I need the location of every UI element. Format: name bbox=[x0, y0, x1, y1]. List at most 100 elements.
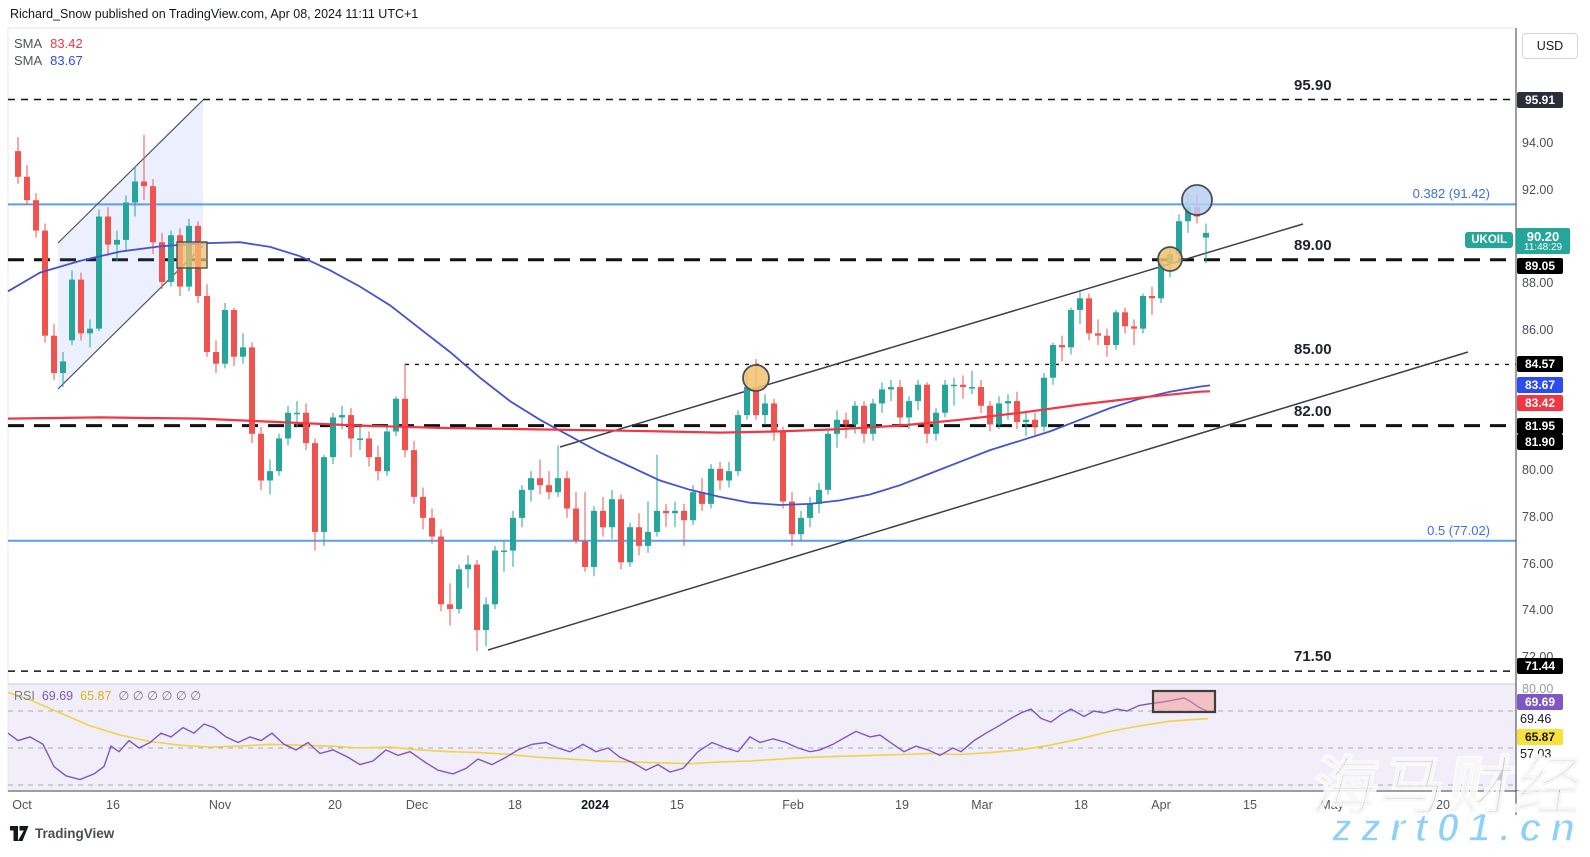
currency-toggle-button[interactable]: USD bbox=[1522, 33, 1578, 59]
candle-body bbox=[546, 485, 552, 493]
candle-body bbox=[321, 457, 327, 532]
candle-body bbox=[1059, 345, 1065, 348]
price-tick-92.00: 92.00 bbox=[1522, 182, 1554, 197]
candle-body bbox=[1149, 295, 1155, 299]
candle-body bbox=[447, 604, 453, 609]
candle-body bbox=[672, 510, 678, 514]
price-badge-81.90: 81.90 bbox=[1517, 434, 1563, 450]
price-tick-88.00: 88.00 bbox=[1522, 276, 1554, 291]
symbol-chip: UKOIL bbox=[1465, 232, 1513, 248]
candle-body bbox=[1113, 312, 1119, 346]
candle-body bbox=[15, 151, 21, 177]
candle-body bbox=[618, 499, 624, 563]
tradingview-logo[interactable]: TradingView bbox=[10, 826, 114, 841]
level-label-89.00: 89.00 bbox=[1294, 236, 1332, 254]
rsi-axis-tick: 80.00 bbox=[1522, 682, 1554, 696]
candle-body bbox=[978, 387, 984, 406]
time-tick-15: 15 bbox=[670, 798, 684, 812]
candle-body bbox=[159, 242, 165, 282]
candle-body bbox=[96, 216, 102, 329]
candle-body bbox=[582, 541, 588, 567]
candle-body bbox=[402, 398, 408, 451]
candle-body bbox=[933, 412, 939, 434]
candle-body bbox=[51, 335, 57, 374]
time-tick-Mar: Mar bbox=[971, 798, 993, 812]
candle-body bbox=[375, 457, 381, 472]
candle-body bbox=[987, 405, 993, 425]
sma-slow-line bbox=[7, 241, 1211, 506]
candle-body bbox=[1023, 419, 1029, 423]
candle-body bbox=[1122, 312, 1128, 327]
channel-top-line bbox=[57, 99, 204, 244]
time-tick-Oct: Oct bbox=[12, 798, 32, 812]
candle-body bbox=[213, 352, 219, 364]
candle-body bbox=[870, 403, 876, 434]
last-price-badge: 90.20 11:48:29 bbox=[1516, 228, 1570, 254]
candle-body bbox=[861, 405, 867, 434]
sma-fast-value: 83.42 bbox=[50, 36, 83, 51]
candle-body bbox=[852, 405, 858, 425]
level-label-95.90: 95.90 bbox=[1294, 76, 1332, 94]
candle-body bbox=[735, 415, 741, 472]
time-tick-2024: 2024 bbox=[581, 798, 609, 812]
candle-body bbox=[330, 417, 336, 458]
fib-382-label[interactable]: 0.382 (91.42) bbox=[1412, 186, 1490, 202]
candle-body bbox=[1014, 401, 1020, 423]
trendline-1 bbox=[487, 351, 1469, 651]
candle-body bbox=[132, 181, 138, 203]
candle-body bbox=[798, 517, 804, 535]
candle-body bbox=[501, 550, 507, 553]
price-badge-71.44: 71.44 bbox=[1517, 658, 1563, 674]
rsi-legend-empty-sets: ∅ ∅ ∅ ∅ ∅ ∅ bbox=[118, 689, 202, 703]
candle-body bbox=[888, 387, 894, 390]
candle-body bbox=[753, 387, 759, 416]
candle-body bbox=[105, 216, 111, 245]
candle-body bbox=[60, 361, 66, 374]
sma-legend-row-fast: SMA 83.42 bbox=[14, 35, 83, 52]
candle-body bbox=[303, 412, 309, 444]
candle-body bbox=[249, 347, 255, 434]
watermark-site: zzrt01.cn bbox=[1331, 805, 1584, 851]
rsi-value-badge: 69.69 bbox=[1517, 694, 1563, 710]
tradingview-logo-icon bbox=[10, 826, 29, 841]
candle-body bbox=[906, 401, 912, 418]
candle-body bbox=[222, 309, 228, 364]
candle-body bbox=[591, 510, 597, 567]
candle-body bbox=[240, 347, 246, 357]
candle-body bbox=[1095, 333, 1101, 336]
candle-body bbox=[1077, 298, 1083, 310]
pink-box-marker bbox=[1151, 689, 1217, 714]
candle-body bbox=[123, 202, 129, 240]
candle-body bbox=[537, 478, 543, 486]
candle-body bbox=[456, 569, 462, 609]
time-tick-20: 20 bbox=[1436, 798, 1450, 812]
level-label-82.00: 82.00 bbox=[1294, 402, 1332, 420]
candle-body bbox=[645, 531, 651, 546]
sma-fast-line bbox=[7, 390, 1211, 434]
candle-body bbox=[834, 419, 840, 434]
candle-body bbox=[429, 517, 435, 537]
candle-body bbox=[384, 431, 390, 472]
candle-body bbox=[1050, 345, 1056, 378]
fib-50-label[interactable]: 0.5 (77.02) bbox=[1427, 522, 1490, 538]
candle-body bbox=[825, 433, 831, 490]
candle-body bbox=[681, 510, 687, 521]
time-tick-Dec: Dec bbox=[405, 798, 429, 812]
sma-badge-value-0: 83.67 bbox=[1517, 377, 1563, 393]
candle-body bbox=[393, 398, 399, 432]
candle-body bbox=[1185, 207, 1191, 222]
circle-marker-2 bbox=[1181, 184, 1213, 216]
candle-body bbox=[996, 403, 1002, 425]
candle-body bbox=[1032, 419, 1038, 427]
candle-body bbox=[366, 438, 372, 458]
candle-body bbox=[357, 438, 363, 440]
candle-body bbox=[1176, 221, 1182, 254]
candle-body bbox=[699, 492, 705, 504]
sma-legend: SMA 83.42 SMA 83.67 bbox=[14, 35, 83, 69]
regular-bearish-value: 69.46 bbox=[1520, 712, 1552, 726]
candle-body bbox=[339, 415, 345, 418]
time-tick-16: 16 bbox=[106, 798, 120, 812]
candle-body bbox=[726, 471, 732, 481]
